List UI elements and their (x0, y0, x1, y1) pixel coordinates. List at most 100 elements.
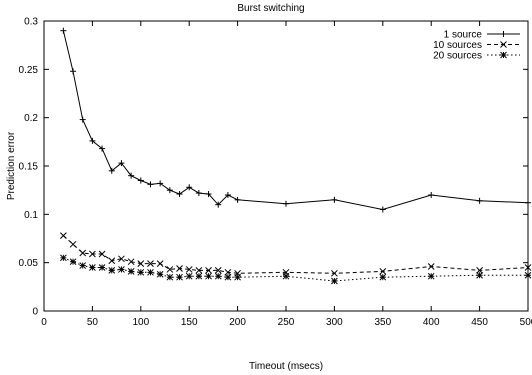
x-tick-label: 150 (181, 317, 198, 328)
data-point (70, 68, 77, 75)
data-point (89, 250, 96, 258)
data-point (118, 160, 125, 167)
x-tick-label: 250 (278, 317, 295, 328)
data-point (60, 27, 67, 34)
x-tick-label: 100 (132, 317, 149, 328)
data-point (476, 197, 483, 204)
x-axis-title: Timeout (msecs) (249, 361, 323, 372)
data-point (79, 249, 87, 257)
data-point (69, 258, 77, 266)
x-tick-label: 450 (471, 317, 488, 328)
data-point (60, 254, 67, 262)
data-point (99, 145, 106, 152)
x-tick-label: 0 (41, 317, 47, 328)
data-point (214, 267, 222, 274)
x-tick-label: 350 (374, 317, 391, 328)
data-point (224, 192, 231, 198)
data-point (476, 271, 483, 279)
data-point (89, 137, 96, 144)
data-point (205, 272, 212, 280)
data-point (147, 268, 154, 276)
y-tick-label: 0.3 (24, 17, 38, 28)
y-axis-title: Prediction error (6, 131, 17, 200)
data-point (525, 199, 531, 206)
data-point (214, 272, 222, 280)
data-point (476, 267, 483, 274)
y-tick-label: 0.2 (24, 113, 38, 124)
x-tick-label: 200 (229, 317, 246, 328)
x-tick-label: 300 (326, 317, 343, 328)
data-point (127, 258, 135, 266)
legend-marker (500, 51, 507, 59)
x-tick-label: 500 (520, 317, 532, 328)
data-point (166, 266, 174, 273)
data-point (166, 273, 174, 281)
data-point (128, 172, 135, 179)
data-point (331, 269, 338, 277)
data-point (195, 267, 203, 274)
data-point (524, 264, 532, 271)
data-point (331, 196, 338, 203)
series-1-source (60, 27, 531, 213)
data-point (205, 191, 212, 198)
data-point (98, 264, 106, 271)
data-point (379, 206, 386, 213)
data-point (205, 267, 212, 274)
data-point (427, 272, 435, 280)
data-point (224, 273, 232, 281)
data-point (137, 177, 144, 184)
y-tick-label: 0.1 (24, 210, 38, 221)
data-point (79, 116, 86, 123)
data-point (137, 268, 145, 276)
data-point (195, 190, 202, 197)
data-point (282, 272, 290, 280)
data-point (127, 268, 135, 275)
y-tick-label: 0.25 (19, 65, 39, 76)
data-point (379, 268, 387, 275)
data-point (428, 192, 435, 198)
series-20-sources (60, 254, 532, 285)
series-layer (60, 27, 532, 285)
plot-frame (43, 20, 529, 312)
data-point (224, 268, 232, 276)
data-point (89, 264, 96, 271)
legend-marker (500, 41, 507, 48)
data-point (379, 273, 387, 281)
x-tick-label: 50 (87, 317, 99, 328)
data-point (185, 266, 193, 273)
data-point (234, 196, 241, 203)
y-tick-label: 0.05 (19, 258, 39, 269)
data-point (185, 272, 193, 280)
data-point (108, 167, 115, 174)
chart-title: Burst switching (237, 3, 304, 14)
data-point (69, 240, 77, 248)
data-point (176, 265, 183, 272)
data-point (147, 260, 154, 267)
data-point (147, 181, 154, 188)
legend-label: 20 sources (433, 51, 482, 62)
data-point (157, 180, 164, 187)
data-point (108, 267, 116, 274)
data-point (137, 260, 145, 267)
data-point (186, 184, 193, 191)
data-point (98, 250, 106, 258)
data-point (176, 191, 183, 198)
x-tick-label: 400 (423, 317, 440, 328)
series-10-sources (60, 232, 532, 277)
data-point (234, 273, 241, 281)
data-point (331, 277, 338, 285)
data-point (79, 262, 87, 269)
data-point (156, 270, 164, 278)
data-point (215, 201, 222, 208)
data-point (60, 232, 67, 239)
data-point (166, 187, 173, 194)
data-point (524, 271, 532, 279)
legend-label: 10 sources (433, 40, 482, 51)
axes: 0 50 100 150 200 250 300 350 400 450 500 0 0.05 0.1 0.… (19, 17, 532, 329)
data-point (108, 257, 116, 265)
data-point (156, 260, 164, 267)
legend-marker (500, 31, 507, 37)
data-point (176, 273, 183, 281)
